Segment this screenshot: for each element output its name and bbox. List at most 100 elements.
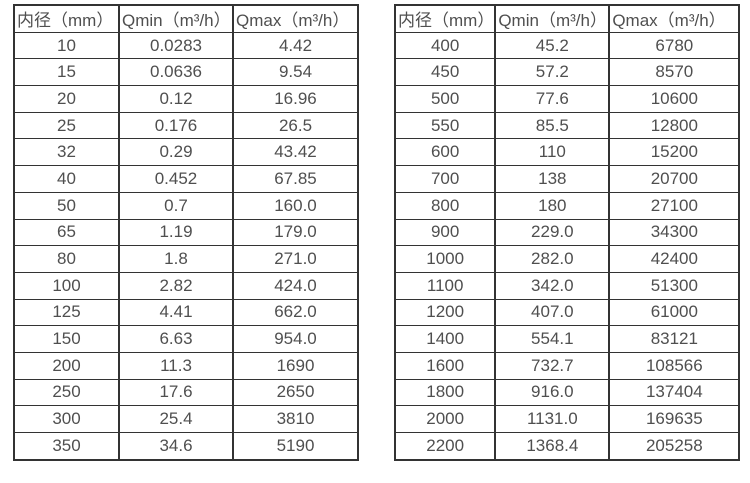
cell-qmax: 8570 xyxy=(608,58,741,87)
table-row: 1200 407.0 61000 xyxy=(393,298,741,327)
table-row: 600 110 15200 xyxy=(393,138,741,167)
cell-qmin: 77.6 xyxy=(494,85,611,113)
cell-qmax: 67.85 xyxy=(232,165,359,193)
header-row: 内径（mm） Qmin（m³/h） Qmax（m³/h） xyxy=(13,4,359,33)
cell-diameter: 600 xyxy=(393,138,497,167)
cell-qmin: 57.2 xyxy=(494,58,611,87)
cell-qmin: 2.82 xyxy=(118,271,234,300)
cell-qmin: 34.6 xyxy=(118,431,234,461)
cell-qmax: 4.42 xyxy=(232,31,359,60)
cell-qmax: 20700 xyxy=(608,165,741,193)
flow-spec-tables: 内径（mm） Qmin（m³/h） Qmax（m³/h） 10 0.0283 4.42 15… xyxy=(13,4,741,461)
table-row: 150 6.63 954.0 xyxy=(13,325,359,353)
table-row: 300 25.4 3810 xyxy=(13,405,359,433)
table-row: 1100 342.0 51300 xyxy=(393,271,741,300)
column-header-qmax: Qmax（m³/h） xyxy=(608,4,741,33)
cell-qmin: 229.0 xyxy=(494,218,611,247)
cell-qmin: 0.0283 xyxy=(118,31,234,60)
cell-qmin: 110 xyxy=(494,138,611,167)
cell-diameter: 250 xyxy=(13,378,120,407)
cell-qmin: 85.5 xyxy=(494,111,611,140)
cell-qmin: 0.29 xyxy=(118,138,234,167)
column-header-qmax: Qmax（m³/h） xyxy=(232,4,359,33)
cell-qmin: 1.19 xyxy=(118,218,234,247)
cell-diameter: 65 xyxy=(13,218,120,247)
cell-diameter: 25 xyxy=(13,111,120,140)
cell-qmin: 180 xyxy=(494,191,611,220)
table-row: 65 1.19 179.0 xyxy=(13,218,359,247)
cell-qmax: 424.0 xyxy=(232,271,359,300)
table-row: 15 0.0636 9.54 xyxy=(13,58,359,87)
table-row: 2000 1131.0 169635 xyxy=(393,405,741,433)
cell-diameter: 15 xyxy=(13,58,120,87)
table-row: 20 0.12 16.96 xyxy=(13,85,359,113)
cell-qmax: 108566 xyxy=(608,351,741,380)
cell-qmin: 1131.0 xyxy=(494,405,611,433)
cell-qmax: 61000 xyxy=(608,298,741,327)
cell-qmax: 34300 xyxy=(608,218,741,247)
cell-qmax: 1690 xyxy=(232,351,359,380)
cell-qmin: 282.0 xyxy=(494,245,611,273)
cell-qmax: 10600 xyxy=(608,85,741,113)
cell-qmax: 12800 xyxy=(608,111,741,140)
table-row: 1600 732.7 108566 xyxy=(393,351,741,380)
cell-qmax: 954.0 xyxy=(232,325,359,353)
cell-diameter: 40 xyxy=(13,165,120,193)
table-row: 2200 1368.4 205258 xyxy=(393,431,741,461)
table-row: 1800 916.0 137404 xyxy=(393,378,741,407)
table-row: 1400 554.1 83121 xyxy=(393,325,741,353)
cell-qmin: 554.1 xyxy=(494,325,611,353)
cell-qmin: 0.0636 xyxy=(118,58,234,87)
cell-qmax: 16.96 xyxy=(232,85,359,113)
cell-qmax: 15200 xyxy=(608,138,741,167)
cell-qmax: 169635 xyxy=(608,405,741,433)
cell-qmin: 1368.4 xyxy=(494,431,611,461)
table-row: 40 0.452 67.85 xyxy=(13,165,359,193)
cell-qmax: 3810 xyxy=(232,405,359,433)
cell-diameter: 150 xyxy=(13,325,120,353)
table-row: 200 11.3 1690 xyxy=(13,351,359,380)
cell-diameter: 1000 xyxy=(393,245,497,273)
flow-spec-table-small-diameters: 内径（mm） Qmin（m³/h） Qmax（m³/h） 10 0.0283 4.42 15… xyxy=(13,4,359,461)
table-row: 32 0.29 43.42 xyxy=(13,138,359,167)
table-row: 125 4.41 662.0 xyxy=(13,298,359,327)
cell-diameter: 900 xyxy=(393,218,497,247)
table-row: 550 85.5 12800 xyxy=(393,111,741,140)
cell-qmin: 407.0 xyxy=(494,298,611,327)
cell-diameter: 200 xyxy=(13,351,120,380)
cell-diameter: 1200 xyxy=(393,298,497,327)
cell-diameter: 2200 xyxy=(393,431,497,461)
table-row: 1000 282.0 42400 xyxy=(393,245,741,273)
cell-diameter: 125 xyxy=(13,298,120,327)
table-row: 700 138 20700 xyxy=(393,165,741,193)
cell-diameter: 1100 xyxy=(393,271,497,300)
cell-diameter: 450 xyxy=(393,58,497,87)
cell-qmax: 160.0 xyxy=(232,191,359,220)
column-header-qmin: Qmin（m³/h） xyxy=(494,4,611,33)
column-header-diameter: 内径（mm） xyxy=(393,4,497,33)
cell-qmax: 179.0 xyxy=(232,218,359,247)
cell-qmax: 43.42 xyxy=(232,138,359,167)
cell-qmin: 732.7 xyxy=(494,351,611,380)
table-row: 350 34.6 5190 xyxy=(13,431,359,461)
cell-diameter: 700 xyxy=(393,165,497,193)
cell-diameter: 300 xyxy=(13,405,120,433)
cell-qmin: 0.176 xyxy=(118,111,234,140)
cell-qmax: 51300 xyxy=(608,271,741,300)
cell-qmax: 662.0 xyxy=(232,298,359,327)
cell-qmin: 17.6 xyxy=(118,378,234,407)
cell-qmin: 25.4 xyxy=(118,405,234,433)
cell-qmax: 27100 xyxy=(608,191,741,220)
table-row: 400 45.2 6780 xyxy=(393,31,741,60)
cell-qmin: 11.3 xyxy=(118,351,234,380)
cell-qmin: 45.2 xyxy=(494,31,611,60)
cell-qmax: 83121 xyxy=(608,325,741,353)
cell-qmin: 6.63 xyxy=(118,325,234,353)
cell-qmin: 916.0 xyxy=(494,378,611,407)
table-row: 100 2.82 424.0 xyxy=(13,271,359,300)
cell-diameter: 500 xyxy=(393,85,497,113)
cell-diameter: 1400 xyxy=(393,325,497,353)
cell-diameter: 1800 xyxy=(393,378,497,407)
cell-diameter: 800 xyxy=(393,191,497,220)
cell-qmin: 138 xyxy=(494,165,611,193)
